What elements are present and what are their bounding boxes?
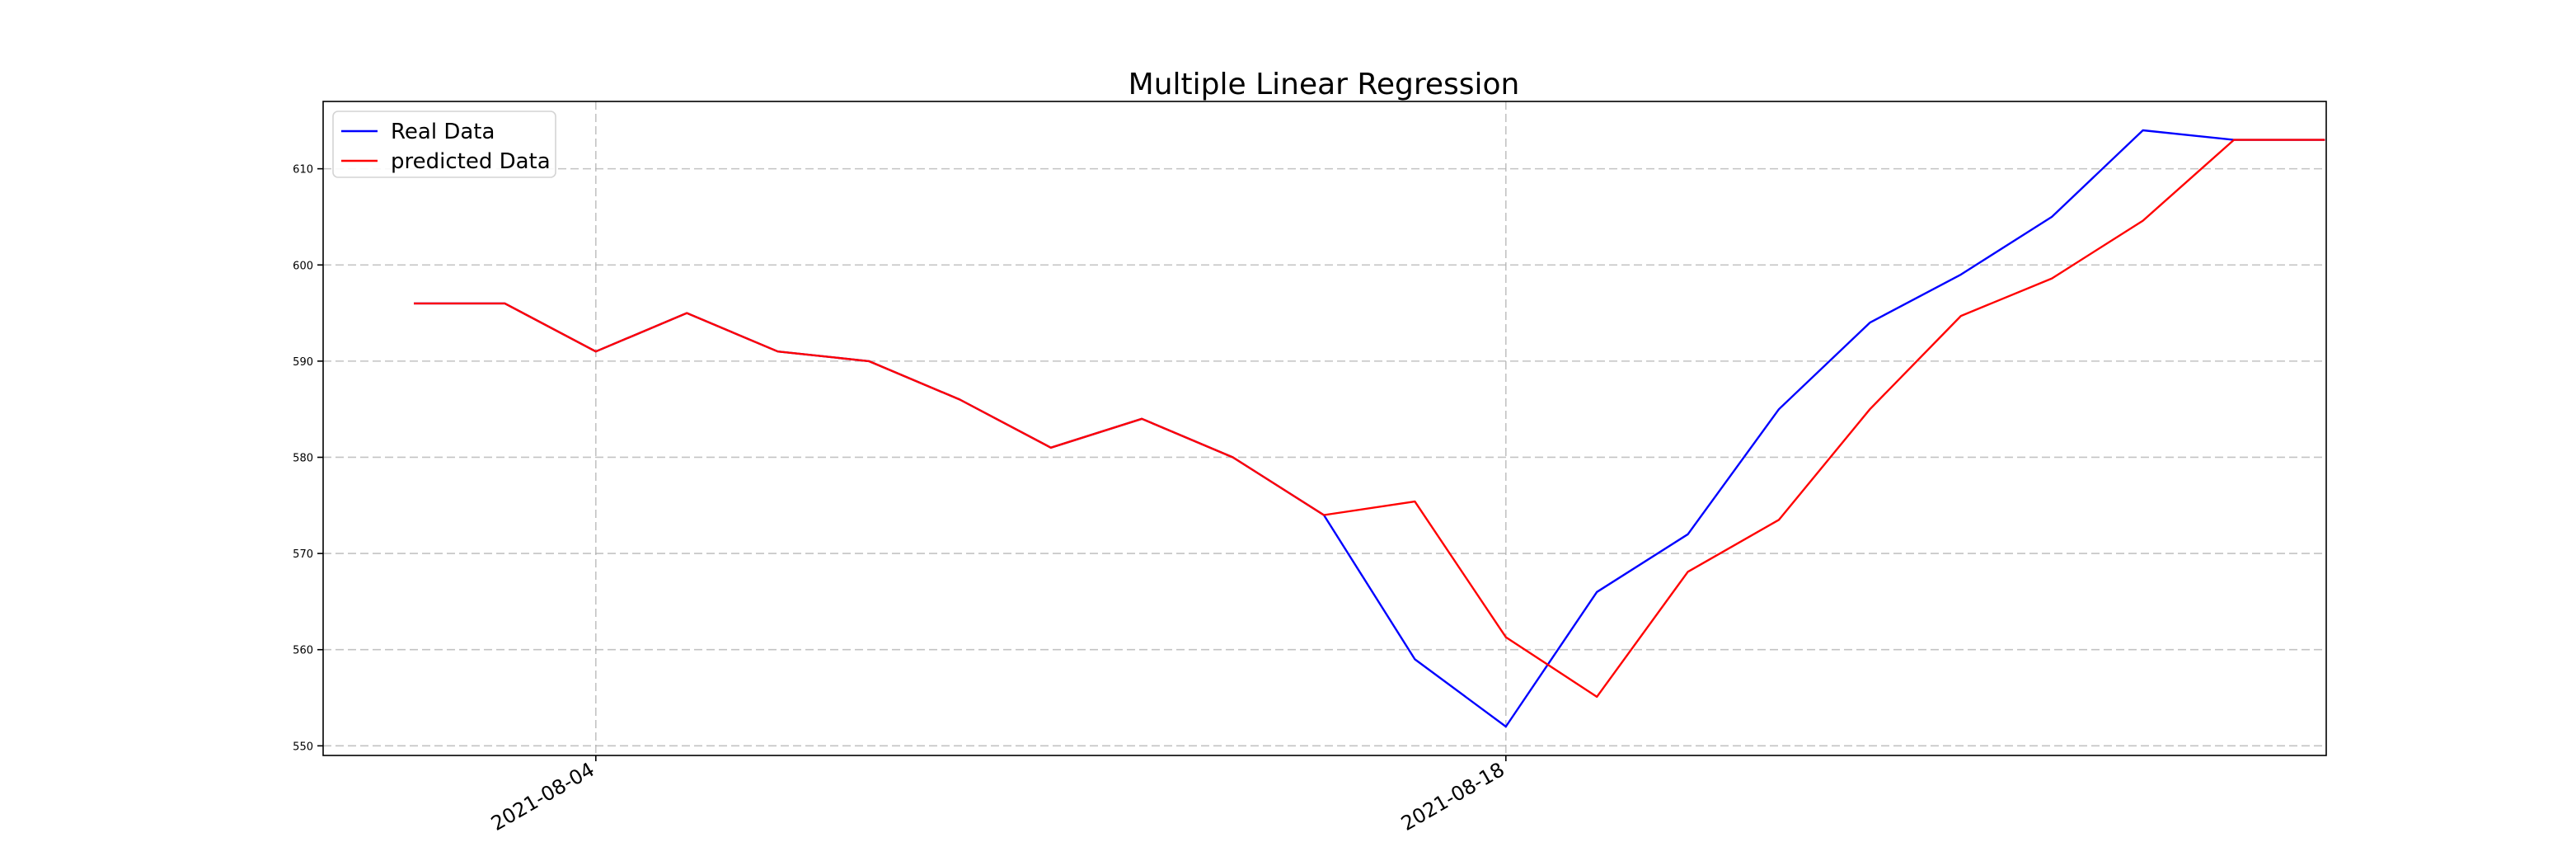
chart-title: Multiple Linear Regression — [1128, 68, 1520, 101]
legend: Real Data predicted Data — [332, 111, 556, 178]
y-tick-label: 570 — [293, 548, 313, 561]
y-tick-label: 600 — [293, 260, 313, 272]
legend-label-real-data: Real Data — [391, 120, 495, 144]
y-tick-label: 610 — [293, 164, 313, 176]
series-line-predicted-data — [414, 139, 2325, 699]
legend-box — [332, 111, 556, 178]
y-axis: 550 560 570 580 590 600 610 — [293, 164, 323, 753]
series-layer — [414, 129, 2325, 728]
y-tick-label: 560 — [293, 645, 313, 657]
plot-frame — [322, 101, 2327, 756]
y-tick-label: 580 — [293, 452, 313, 464]
grid-lines — [323, 101, 2326, 755]
y-tick-label: 550 — [293, 741, 313, 753]
y-tick-label: 590 — [293, 356, 313, 369]
legend-label-predicted-data: predicted Data — [391, 149, 551, 174]
